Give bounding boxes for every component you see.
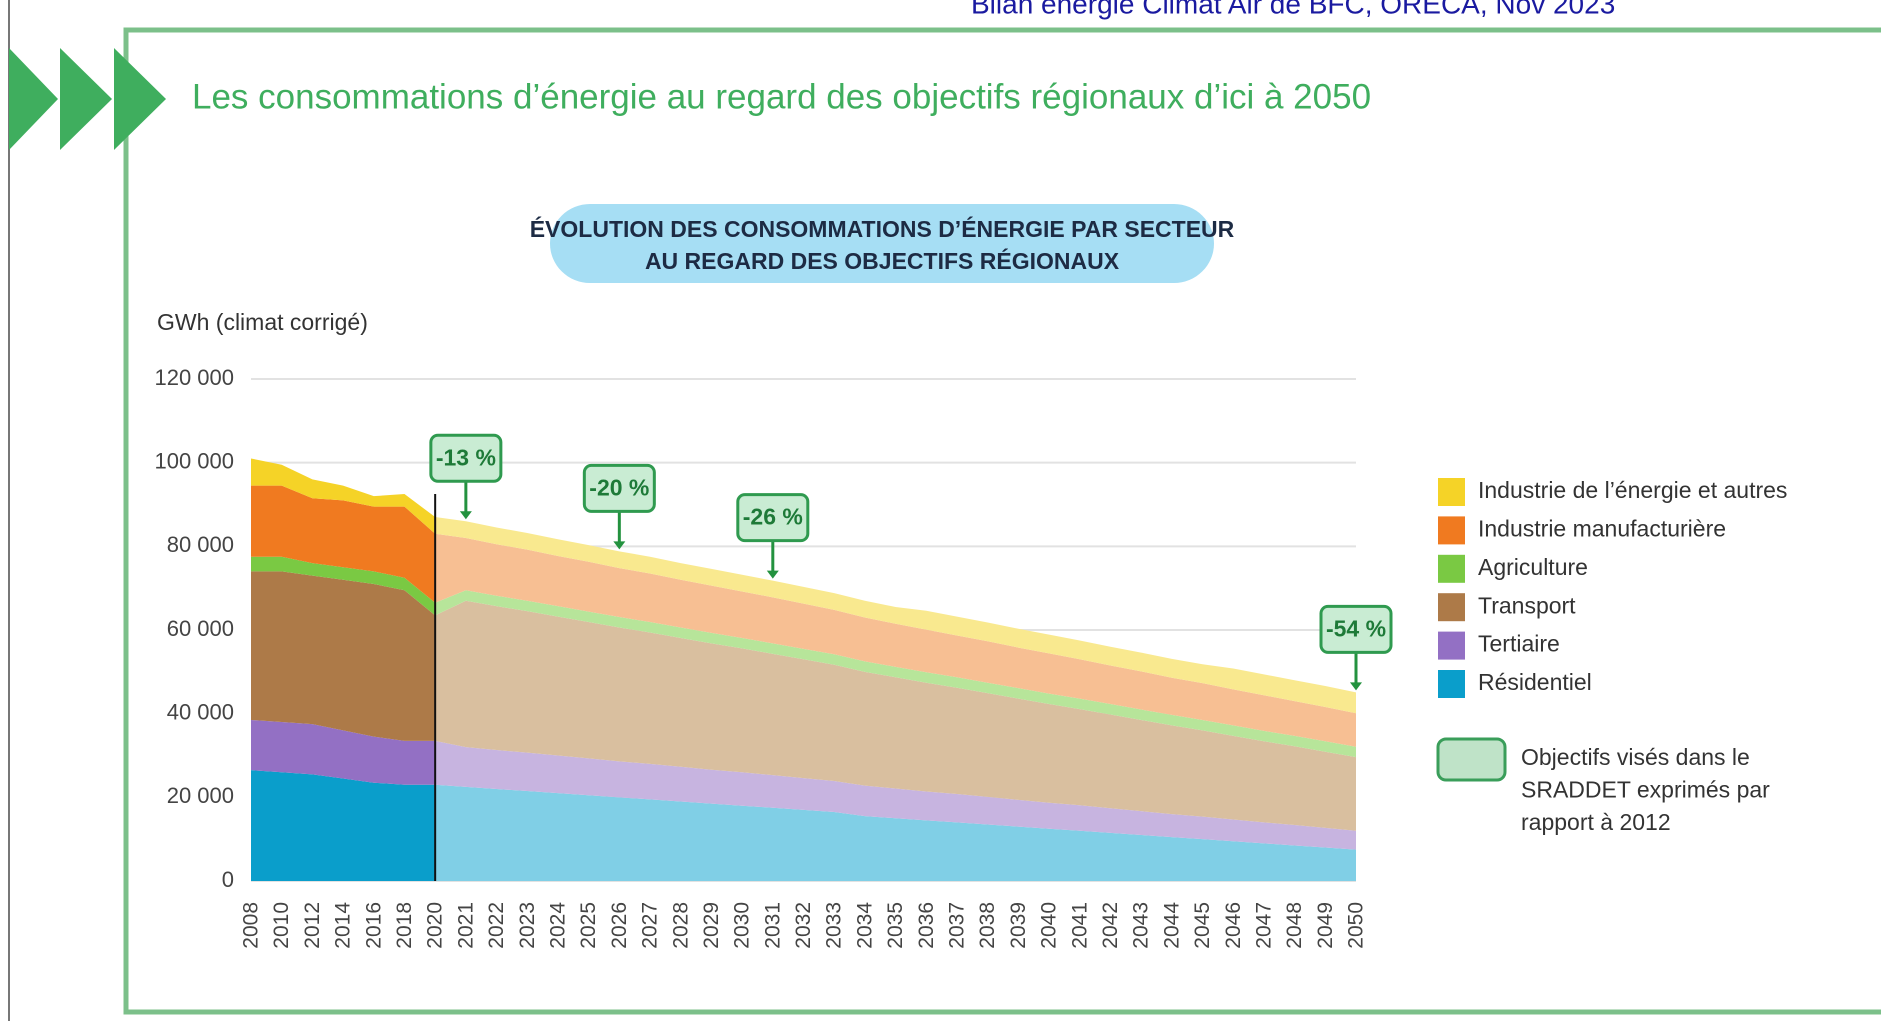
x-tick-label: 2027 [639,902,662,949]
chart-title: ÉVOLUTION DES CONSOMMATIONS D’ÉNERGIE PA… [530,215,1235,242]
y-tick-label: 100 000 [154,448,234,473]
annotation-box [736,493,810,543]
legend-swatch [1438,478,1465,506]
x-tick-label: 2036 [915,902,938,949]
y-tick-label: 20 000 [167,783,234,808]
annotation-box [429,433,503,483]
legend-label: Industrie manufacturière [1478,515,1726,541]
x-tick-label: 2038 [976,902,999,949]
x-tick-label: 2025 [577,902,600,949]
title-pill [550,204,1214,283]
x-tick-label: 2022 [485,902,508,949]
x-tick-label: 2012 [301,902,324,949]
x-tick-label: 2008 [240,902,263,949]
x-tick-label: 2031 [761,902,784,949]
x-tick-label: 2018 [393,902,416,949]
annotation-arrowhead [613,541,626,550]
annotation-label: -54 % [1326,615,1386,641]
y-tick-label: 120 000 [154,365,234,390]
legend-note: SRADDET exprimés par [1521,777,1770,803]
annotation-box [1319,604,1393,654]
x-tick-label: 2047 [1252,902,1275,949]
y-axis-label: GWh (climat corrigé) [157,309,368,335]
x-tick-label: 2033 [823,902,846,949]
x-tick-label: 2041 [1068,902,1091,949]
legend-swatch [1438,631,1465,660]
x-tick-label: 2049 [1314,902,1337,949]
legend-objective-swatch [1436,737,1507,782]
chevron [114,48,166,150]
y-tick-label: 40 000 [167,699,234,724]
chevron [9,48,58,150]
y-tick-label: 0 [222,867,234,892]
area [251,571,1356,831]
chevron [60,48,112,150]
legend-swatch [1438,670,1465,698]
legend-label: Résidentiel [1478,669,1592,695]
source: Bilan énergie Climat Air de BFC, ORECA, … [971,0,1615,19]
x-tick-label: 2034 [853,902,876,949]
area [251,556,1356,758]
x-tick-label: 2039 [1007,902,1030,949]
x-tick-label: 2048 [1283,902,1306,949]
x-tick-label: 2050 [1345,902,1368,949]
annotation-arrowhead [766,570,779,579]
x-tick-label: 2029 [700,902,723,949]
x-tick-label: 2032 [792,902,815,949]
x-tick-label: 2043 [1130,902,1153,949]
legend-label: Tertiaire [1478,631,1560,657]
y-tick-label: 60 000 [167,616,234,641]
x-tick-label: 2042 [1099,902,1122,949]
x-tick-label: 2046 [1222,902,1245,949]
x-tick-label: 2045 [1191,902,1214,949]
x-tick-label: 2037 [946,902,969,949]
area [251,458,1356,714]
legend-swatch [1438,554,1465,583]
legend-swatch [1438,516,1465,545]
x-tick-label: 2044 [1160,902,1183,949]
x-tick-label: 2020 [424,902,447,949]
area [251,719,1356,850]
annotation-label: -26 % [743,504,803,530]
x-tick-label: 2026 [608,902,631,949]
annotation-label: -13 % [436,444,496,470]
legend-note: rapport à 2012 [1521,809,1671,835]
x-tick-label: 2028 [669,902,692,949]
legend-label: Agriculture [1478,554,1588,580]
x-tick-label: 2016 [362,902,385,949]
x-tick-label: 2024 [546,902,569,949]
y-tick-label: 80 000 [167,532,234,557]
x-tick-label: 2023 [516,902,539,949]
area [251,485,1356,747]
annotation-label: -20 % [589,474,649,500]
annotation-box [582,463,656,513]
annotation-arrowhead [459,511,472,520]
legend-swatch [1438,593,1465,622]
heading: Les consommations d’énergie au regard de… [192,77,1371,116]
frame [123,27,1881,1015]
legend-label: Industrie de l’énergie et autres [1478,477,1787,503]
annotation-arrowhead [1350,682,1362,691]
x-tick-label: 2030 [731,902,754,949]
chart-title: AU REGARD DES OBJECTIFS RÉGIONAUX [645,247,1120,274]
x-tick-label: 2021 [454,902,477,949]
x-tick-label: 2014 [332,902,355,949]
area [251,770,1356,881]
legend-note: Objectifs visés dans le [1521,744,1750,770]
legend-label: Transport [1478,592,1576,618]
x-tick-label: 2035 [884,902,907,949]
x-tick-label: 2040 [1038,902,1061,949]
x-tick-label: 2010 [270,902,293,949]
